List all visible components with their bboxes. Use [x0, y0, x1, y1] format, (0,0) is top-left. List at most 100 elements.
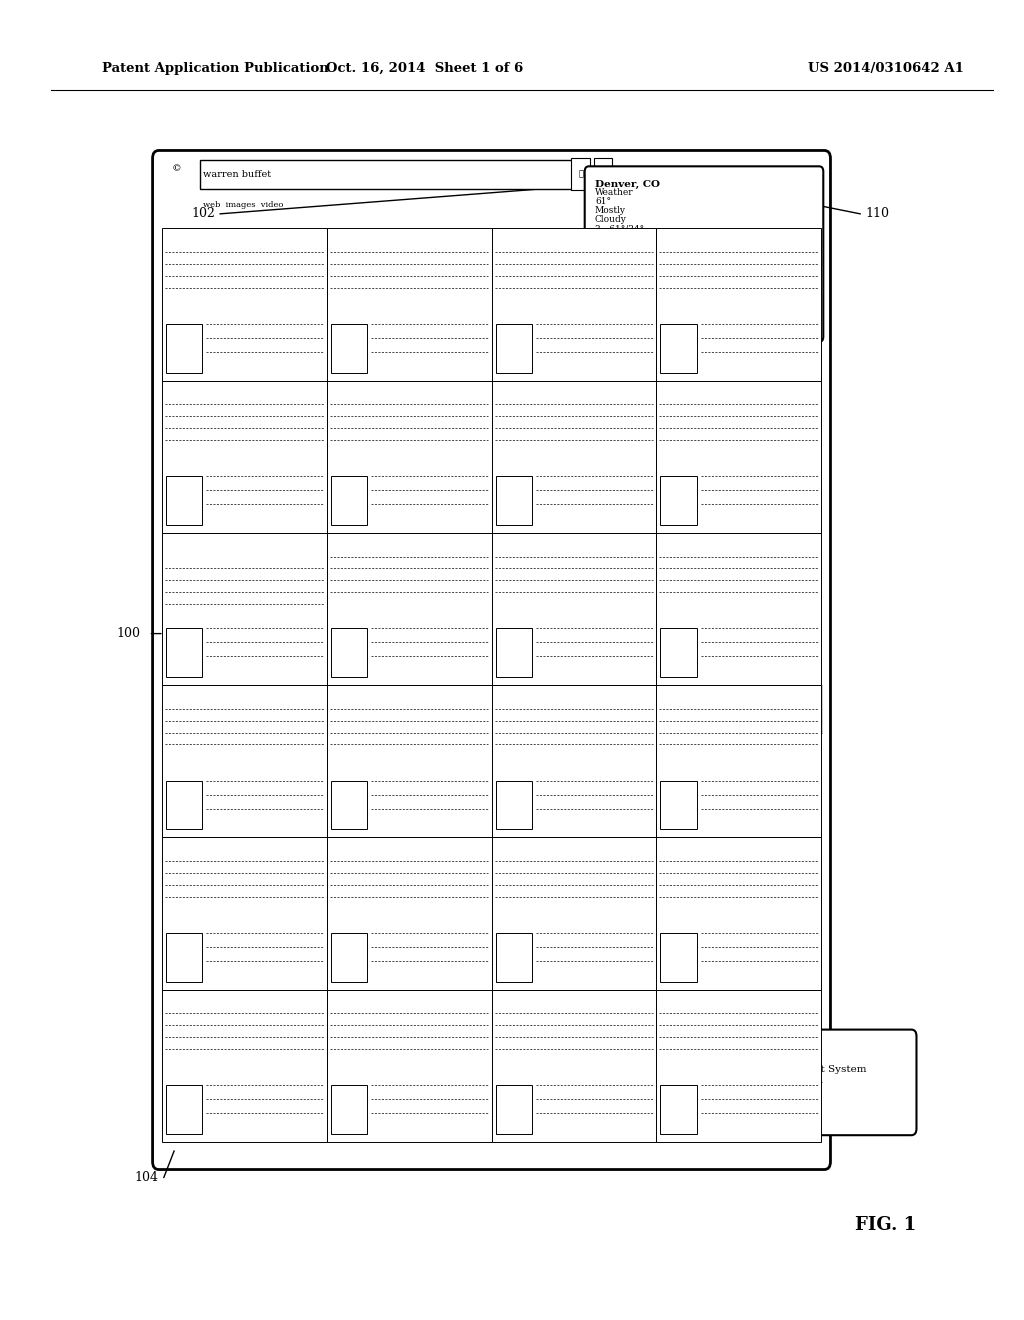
Bar: [496, 477, 531, 525]
Bar: [656, 380, 821, 533]
Bar: [656, 990, 821, 1142]
Text: warren buffet: warren buffet: [203, 170, 271, 178]
Bar: [656, 837, 821, 990]
Text: 102: 102: [191, 207, 215, 220]
Text: B: B: [600, 170, 606, 178]
Bar: [166, 780, 202, 829]
Bar: [162, 685, 327, 837]
Text: Images of Warren Buf: Images of Warren Buf: [165, 689, 245, 697]
Bar: [660, 628, 696, 677]
Bar: [162, 228, 327, 380]
Text: Tue  Mostly: Tue Mostly: [595, 286, 649, 296]
Text: Warren Buffet Biograp: Warren Buffet Biograp: [165, 841, 248, 849]
Text: Warren Buffet Bad Ne: Warren Buffet Bad Ne: [659, 232, 740, 240]
Bar: [331, 323, 367, 372]
Bar: [331, 933, 367, 982]
Text: Cloudy: Cloudy: [595, 215, 627, 224]
Bar: [492, 837, 656, 990]
Text: ©: ©: [172, 165, 182, 173]
Bar: [571, 158, 590, 190]
Bar: [166, 1085, 202, 1134]
Bar: [496, 933, 531, 982]
Text: Warren Buffet - What: Warren Buffet - What: [165, 994, 243, 1002]
Text: Mostly: Mostly: [595, 206, 626, 215]
Bar: [327, 990, 492, 1142]
Text: #1 Warren Buffet - Fo: #1 Warren Buffet - Fo: [495, 537, 575, 545]
Bar: [327, 685, 492, 837]
Text: FIG. 1: FIG. 1: [855, 1216, 916, 1234]
Bar: [331, 628, 367, 677]
Text: Denver, CO: Denver, CO: [595, 180, 659, 189]
Text: 110: 110: [865, 207, 889, 220]
Text: Warren Buffet - Wikiq: Warren Buffet - Wikiq: [659, 689, 738, 697]
Bar: [492, 228, 656, 380]
Text: Warren Buffet - Sugar: Warren Buffet - Sugar: [330, 689, 410, 697]
Text: Sun  Mostly: Sun Mostly: [595, 234, 649, 242]
Text: 4   67°/44°: 4 67°/44°: [595, 251, 644, 260]
Bar: [492, 533, 656, 685]
Bar: [166, 628, 202, 677]
Bar: [492, 380, 656, 533]
Text: Warren Buffet - Wikip: Warren Buffet - Wikip: [165, 232, 244, 240]
Text: 6   70°/49°: 6 70°/49°: [595, 305, 644, 313]
Text: Welcome to Buffets, I: Welcome to Buffets, I: [659, 841, 737, 849]
Text: Berkshire Hathaway: Berkshire Hathaway: [165, 384, 240, 392]
Text: Warren Buffet - Forbe: Warren Buffet - Forbe: [330, 537, 410, 545]
Bar: [496, 323, 531, 372]
Bar: [162, 380, 327, 533]
Text: The Saint News - War: The Saint News - War: [659, 994, 738, 1002]
Text: 5   68°/44°: 5 68°/44°: [595, 277, 644, 286]
Bar: [327, 837, 492, 990]
Text: Mon  Mostly: Mon Mostly: [595, 260, 652, 269]
Bar: [656, 685, 821, 837]
Bar: [162, 533, 327, 685]
Text: Sunny: Sunny: [595, 322, 647, 331]
Bar: [660, 323, 696, 372]
Bar: [492, 990, 656, 1142]
Bar: [660, 477, 696, 525]
Text: Warren Buffet - Facts: Warren Buffet - Facts: [330, 384, 408, 392]
Text: 108: 108: [664, 726, 687, 739]
Text: 104: 104: [135, 1171, 159, 1184]
Text: Weather: Weather: [595, 189, 634, 198]
Bar: [166, 933, 202, 982]
Text: Warren Buffet Biograp: Warren Buffet Biograp: [495, 232, 578, 240]
Text: 🔍: 🔍: [579, 170, 583, 178]
Text: 106: 106: [778, 1094, 799, 1102]
Bar: [492, 685, 656, 837]
Text: Patent Application Publication: Patent Application Publication: [102, 62, 329, 75]
Bar: [331, 780, 367, 829]
FancyBboxPatch shape: [585, 166, 823, 342]
FancyBboxPatch shape: [153, 150, 830, 1170]
Bar: [660, 933, 696, 982]
Bar: [162, 837, 327, 990]
Bar: [496, 1085, 531, 1134]
Text: Warren Buffet Video: Warren Buffet Video: [495, 994, 569, 1002]
Bar: [656, 533, 821, 685]
Text: Warren Buffet - NNDB: Warren Buffet - NNDB: [495, 841, 577, 849]
Bar: [660, 780, 696, 829]
Bar: [327, 380, 492, 533]
Bar: [331, 477, 367, 525]
Text: 3   61°/34°: 3 61°/34°: [595, 224, 644, 234]
Text: Warren Buffet Biograp: Warren Buffet Biograp: [659, 384, 742, 392]
Bar: [327, 228, 492, 380]
Bar: [200, 160, 589, 189]
Bar: [594, 158, 612, 190]
Bar: [327, 533, 492, 685]
Bar: [496, 628, 531, 677]
Text: Warren Buffet's Portfo: Warren Buffet's Portfo: [330, 841, 412, 849]
FancyBboxPatch shape: [660, 1030, 916, 1135]
Text: Warren Buffet's Portfo: Warren Buffet's Portfo: [330, 232, 412, 240]
Text: US 2014/0310642 A1: US 2014/0310642 A1: [808, 62, 964, 75]
Text: Billionaire Buffets tells
Congress to raise ta: Billionaire Buffets tells Congress to ra…: [165, 537, 249, 554]
Bar: [166, 323, 202, 372]
Bar: [162, 990, 327, 1142]
Text: Wed  Mostly: Wed Mostly: [595, 313, 651, 322]
Text: 100: 100: [116, 627, 140, 640]
Text: Window Management System: Window Management System: [711, 1065, 866, 1073]
Text: Sunny: Sunny: [595, 296, 647, 305]
Bar: [660, 1085, 696, 1134]
Text: Warren Buffet - Video: Warren Buffet - Video: [659, 537, 738, 545]
Text: web  images  video: web images video: [203, 201, 283, 209]
